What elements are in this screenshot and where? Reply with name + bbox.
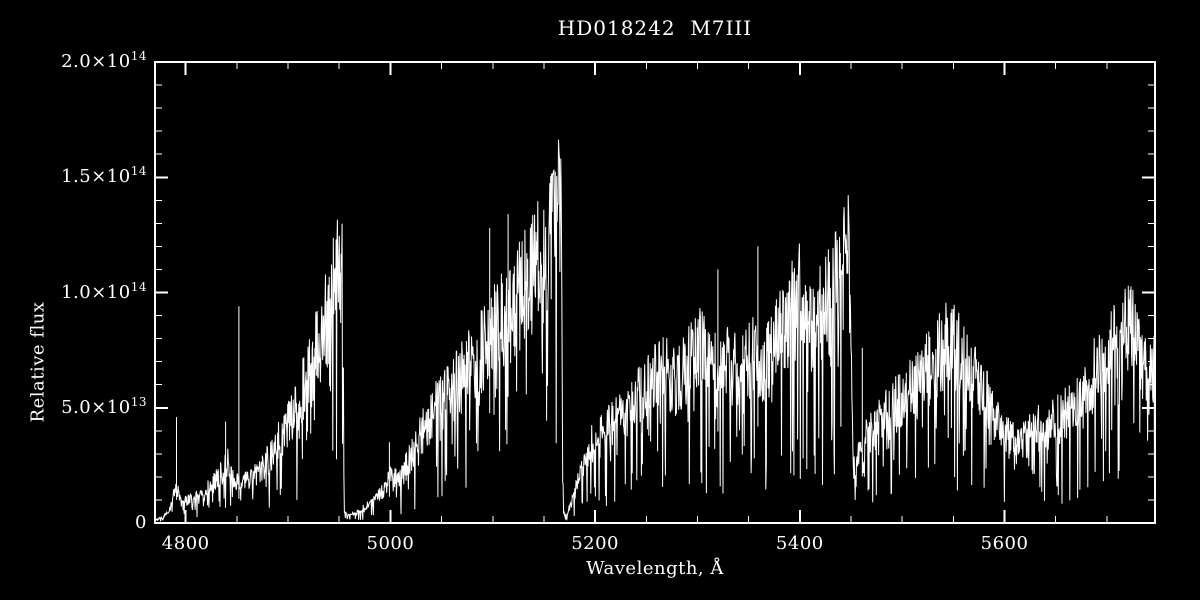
y-tick-label: 1.5×1014 [61, 164, 147, 188]
x-axis-label: Wavelength, Å [586, 558, 724, 579]
y-tick-label: 2.0×1014 [61, 49, 147, 72]
y-tick-label: 0 [135, 512, 147, 533]
x-tick-label: 5000 [366, 533, 415, 554]
spectrum-trace [155, 139, 1155, 522]
x-tick-label: 5600 [980, 533, 1029, 554]
axis-minor-ticks [155, 62, 1155, 523]
x-tick-label: 5200 [571, 533, 620, 554]
plot-title: HD018242 M7III [557, 16, 753, 40]
y-tick-label: 1.0×1014 [61, 279, 147, 303]
x-tick-label: 5400 [775, 533, 824, 554]
x-tick-label: 4800 [161, 533, 210, 554]
y-tick-label: 5.0×1013 [61, 394, 147, 418]
